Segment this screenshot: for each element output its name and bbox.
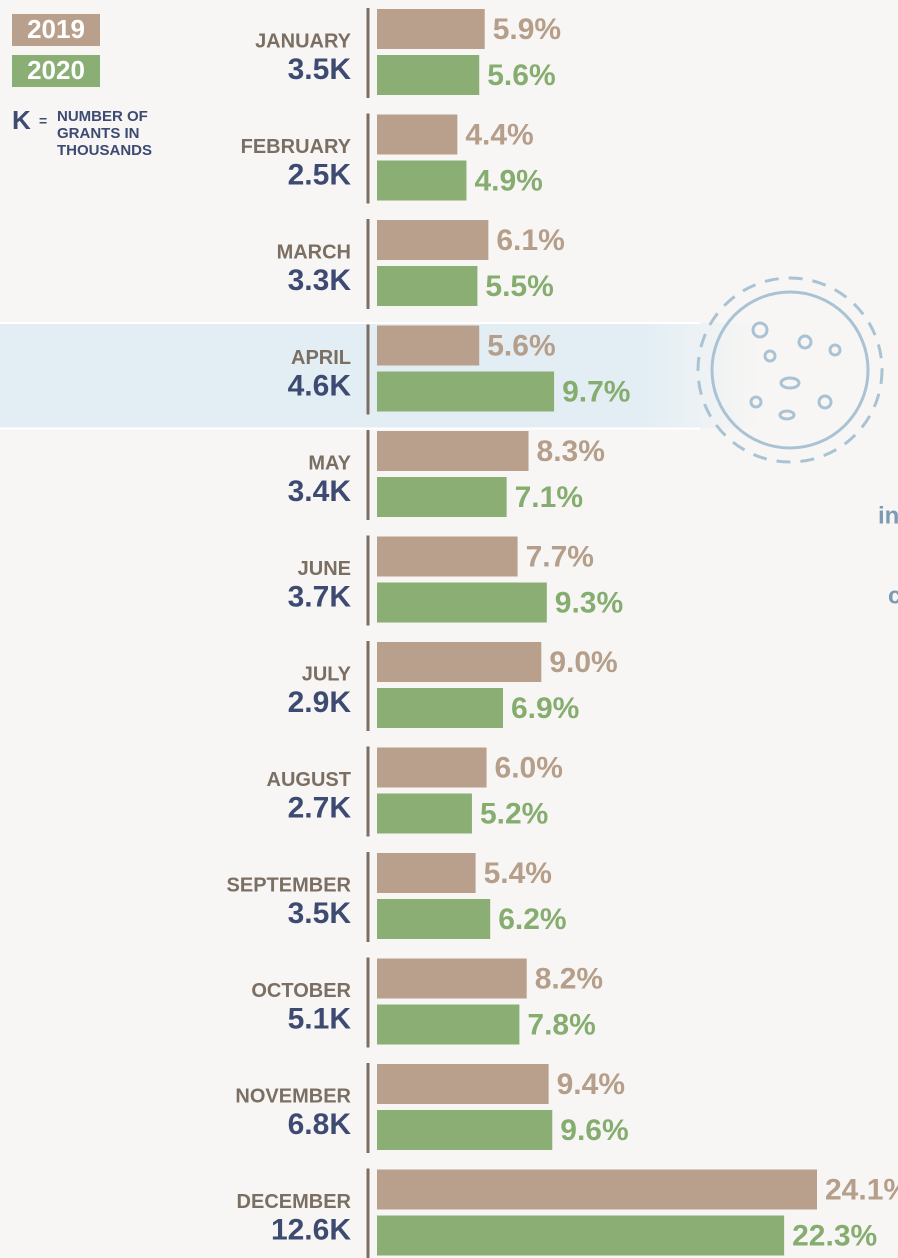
bar <box>377 431 529 471</box>
bar <box>377 642 542 682</box>
value-label: 4.4% <box>465 118 533 151</box>
value-label: 9.6% <box>560 1114 628 1147</box>
category-sublabel: 3.3K <box>288 264 352 297</box>
value-label: 5.6% <box>487 329 555 362</box>
value-label: 9.7% <box>562 375 630 408</box>
bar <box>377 220 489 260</box>
value-label: 22.3% <box>792 1219 877 1252</box>
annotation: c <box>888 582 898 609</box>
category-label: JULY <box>302 663 352 685</box>
bar <box>377 325 480 366</box>
bar <box>377 1064 549 1104</box>
bar <box>377 899 491 939</box>
category-sublabel: 6.8K <box>288 1108 352 1141</box>
category-sublabel: 3.5K <box>288 897 352 930</box>
bar <box>377 536 518 577</box>
legend-swatch <box>12 14 100 46</box>
category-label: FEBRUARY <box>241 136 352 158</box>
key-symbol: K <box>12 105 31 135</box>
value-label: 6.1% <box>496 224 564 257</box>
category-sublabel: 2.5K <box>288 158 352 191</box>
key-text: GRANTS IN <box>57 125 140 142</box>
bar <box>377 853 476 893</box>
value-label: 5.4% <box>484 857 552 890</box>
value-label: 5.6% <box>487 59 555 92</box>
category-label: DECEMBER <box>237 1191 352 1213</box>
value-label: 8.3% <box>537 435 605 468</box>
bar <box>377 1110 553 1150</box>
value-label: 7.1% <box>515 481 583 514</box>
value-label: 6.2% <box>498 903 566 936</box>
category-label: MAY <box>308 452 351 474</box>
legend-swatch <box>12 55 100 87</box>
value-label: 5.9% <box>493 13 561 46</box>
bar <box>377 114 458 155</box>
category-sublabel: 3.4K <box>288 475 352 508</box>
key-equals: = <box>39 113 47 129</box>
value-label: 7.7% <box>526 540 594 573</box>
category-sublabel: 3.7K <box>288 580 352 613</box>
bar <box>377 266 478 306</box>
value-label: 6.9% <box>511 692 579 725</box>
bar <box>377 688 503 728</box>
category-sublabel: 12.6K <box>271 1213 351 1246</box>
value-label: 9.0% <box>549 646 617 679</box>
key-text: NUMBER OF <box>57 108 148 125</box>
bar <box>377 371 555 412</box>
bar <box>377 160 467 201</box>
bar <box>377 477 507 517</box>
category-sublabel: 2.9K <box>288 686 352 719</box>
category-sublabel: 3.5K <box>288 53 352 86</box>
value-label: 5.2% <box>480 797 548 830</box>
value-label: 9.3% <box>555 586 623 619</box>
legend-label: 2019 <box>27 14 85 44</box>
bar <box>377 582 547 623</box>
category-sublabel: 4.6K <box>288 369 352 402</box>
category-label: JANUARY <box>255 30 352 52</box>
bar <box>377 1215 785 1256</box>
legend-label: 2020 <box>27 55 85 85</box>
bar <box>377 958 527 999</box>
bar <box>377 793 472 834</box>
value-label: 5.5% <box>485 270 553 303</box>
category-label: SEPTEMBER <box>227 874 352 896</box>
value-label: 7.8% <box>527 1008 595 1041</box>
category-label: MARCH <box>277 241 351 263</box>
category-label: AUGUST <box>267 769 351 791</box>
virus-icon <box>696 276 884 464</box>
value-label: 6.0% <box>495 751 563 784</box>
category-label: JUNE <box>298 558 351 580</box>
bar <box>377 747 487 788</box>
value-label: 9.4% <box>557 1068 625 1101</box>
value-label: 8.2% <box>535 962 603 995</box>
category-label: APRIL <box>291 347 351 369</box>
value-label: 24.1% <box>825 1173 898 1206</box>
bar <box>377 55 480 95</box>
annotation: in <box>878 502 898 529</box>
bar <box>377 9 485 49</box>
key-text: THOUSANDS <box>57 142 152 159</box>
bar <box>377 1169 817 1210</box>
category-sublabel: 5.1K <box>288 1002 352 1035</box>
category-label: OCTOBER <box>251 980 351 1002</box>
category-sublabel: 2.7K <box>288 791 352 824</box>
value-label: 4.9% <box>474 164 542 197</box>
bar <box>377 1004 520 1045</box>
category-label: NOVEMBER <box>235 1085 351 1107</box>
